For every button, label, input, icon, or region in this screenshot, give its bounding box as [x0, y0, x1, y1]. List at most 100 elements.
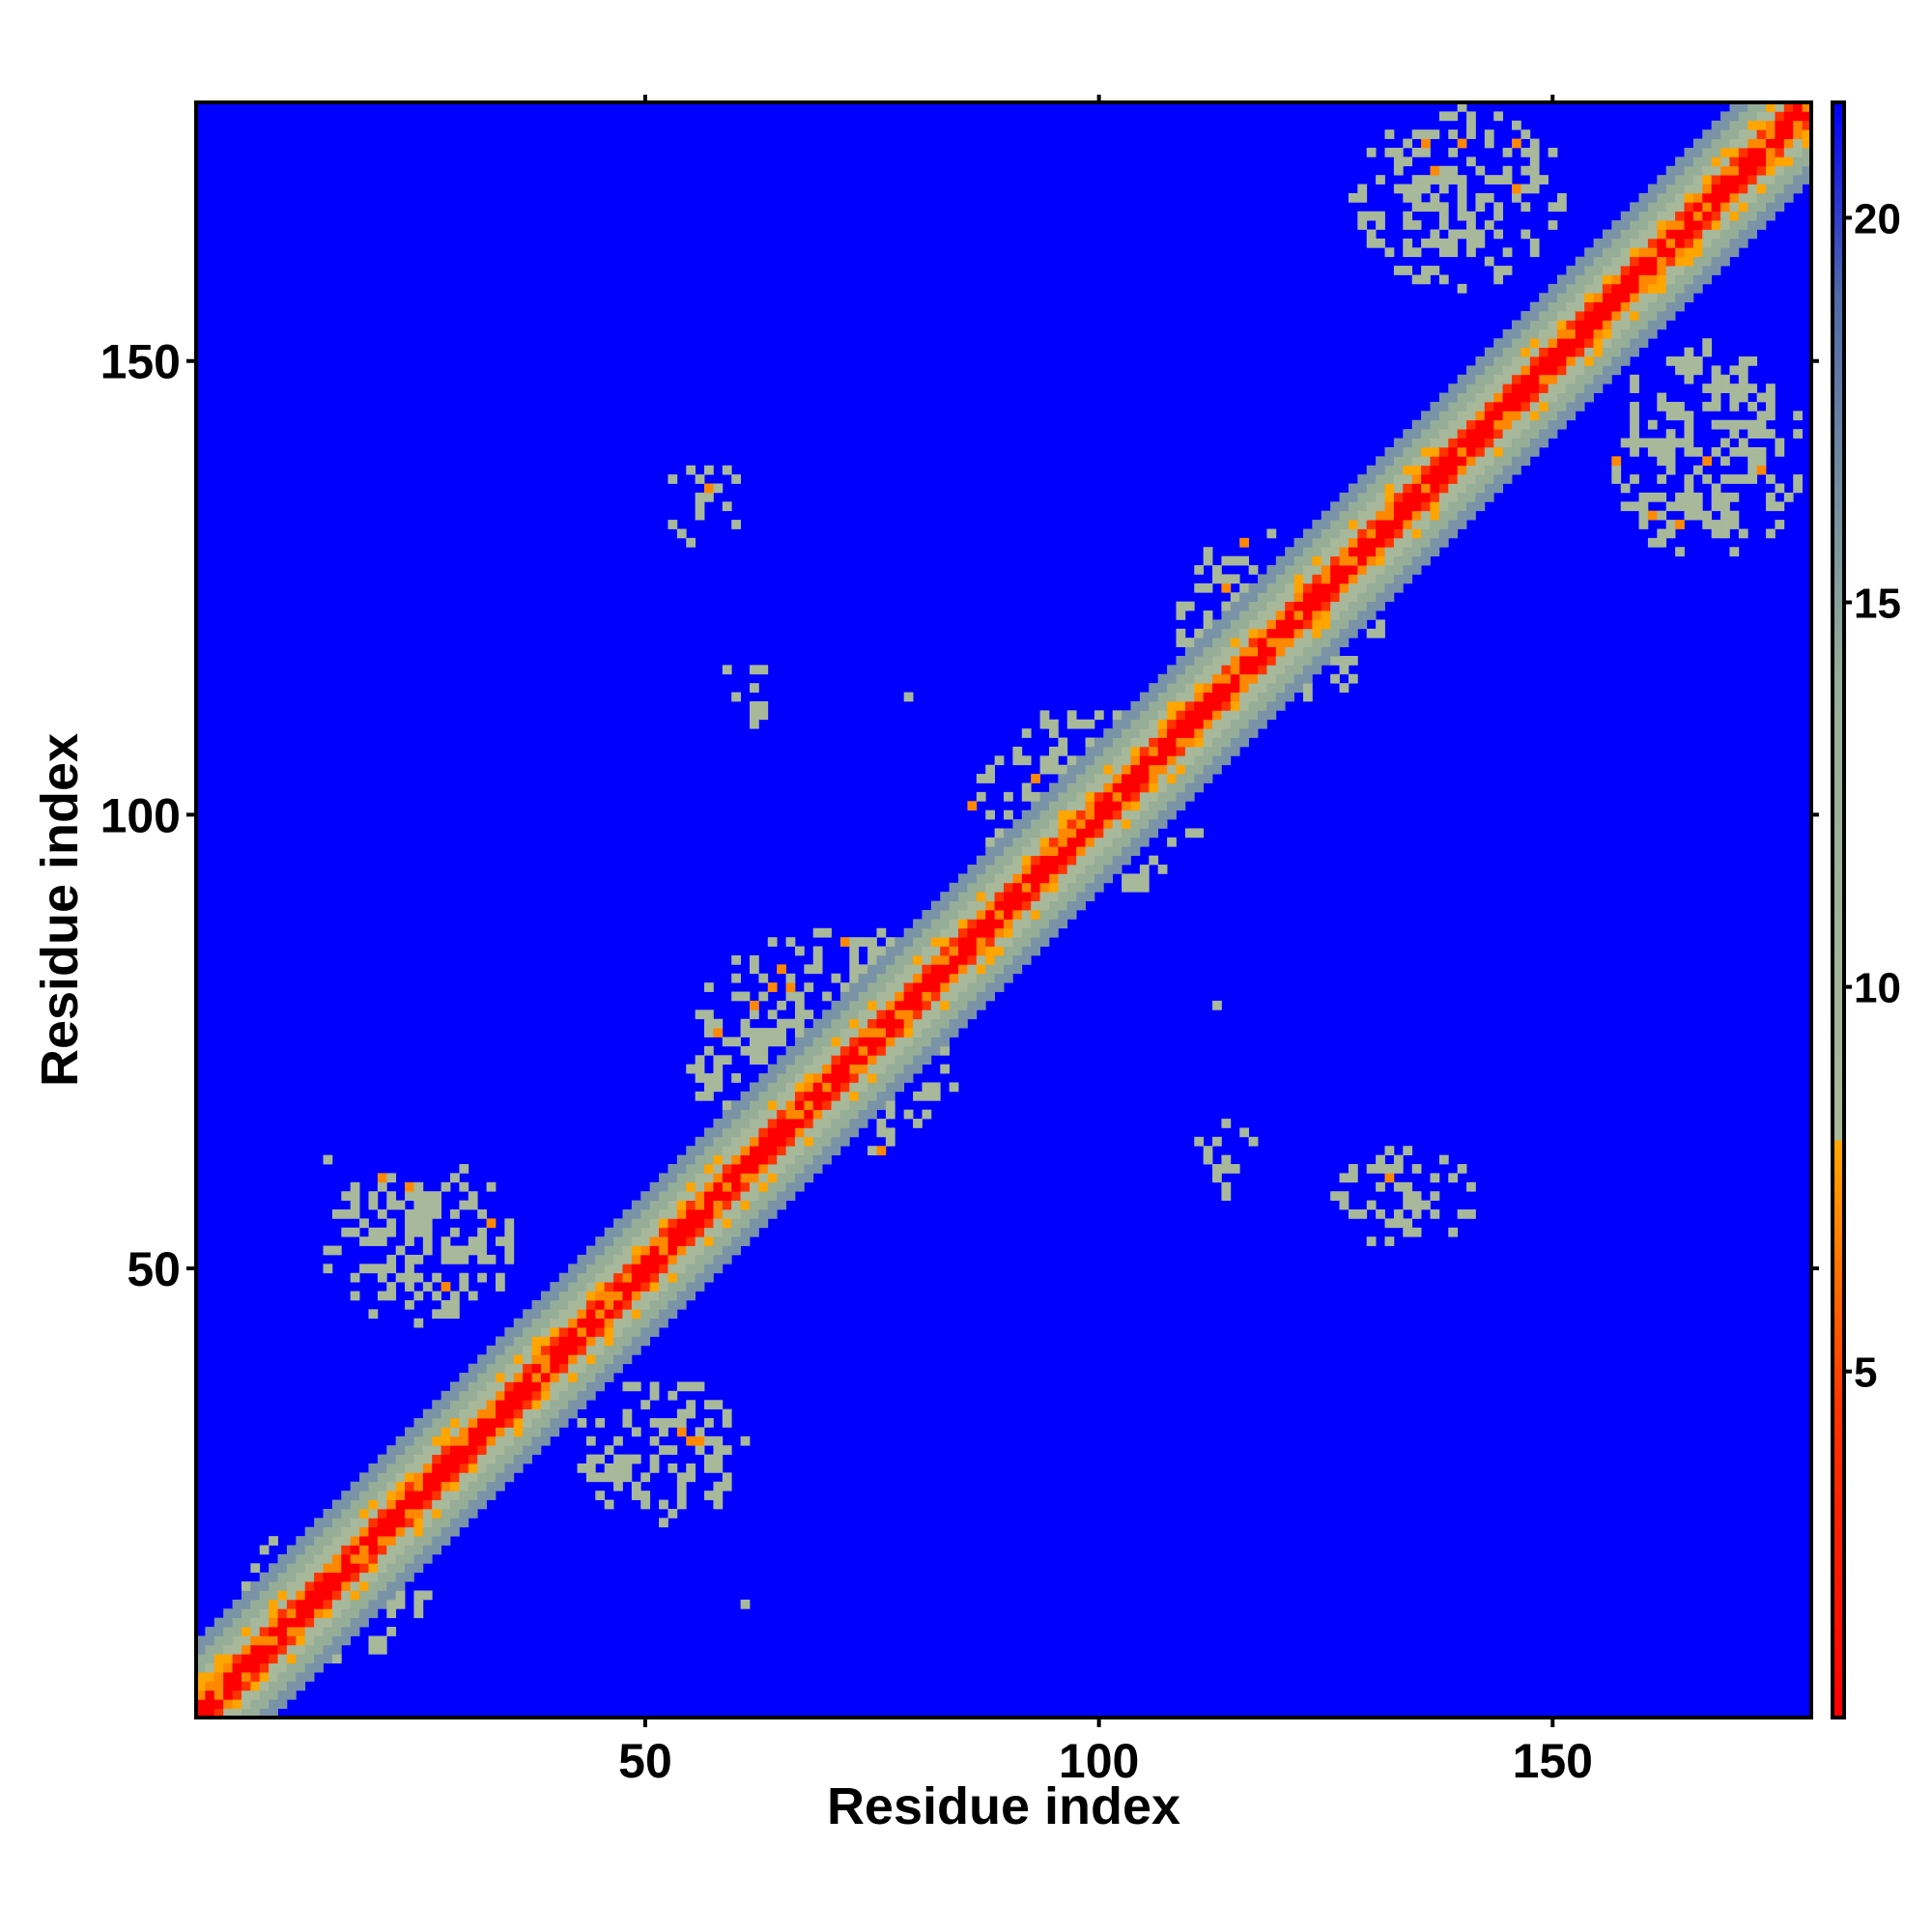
heatmap-cell [676, 1173, 687, 1183]
heatmap-cell [1766, 211, 1776, 221]
heatmap-cell [1384, 1173, 1395, 1183]
heatmap-cell [1611, 301, 1622, 312]
heatmap-cell [794, 1028, 805, 1037]
heatmap-cell [1466, 365, 1476, 376]
heatmap-cell [1194, 665, 1205, 675]
heatmap-cell [1602, 328, 1612, 339]
heatmap-cell [350, 1272, 360, 1283]
heatmap-cell [550, 1318, 560, 1328]
heatmap-cell [858, 1037, 868, 1047]
heatmap-cell [259, 1644, 270, 1655]
heatmap-cell [1248, 646, 1259, 657]
heatmap-cell [1103, 819, 1114, 829]
heatmap-cell [731, 692, 741, 702]
heatmap-cell [1285, 655, 1294, 666]
heatmap-cell [822, 1119, 832, 1128]
heatmap-cell [876, 927, 887, 938]
heatmap-cell [1756, 165, 1767, 176]
heatmap-cell [1066, 865, 1077, 874]
heatmap-cell [1203, 665, 1213, 675]
heatmap-cell [1411, 547, 1422, 557]
heatmap-cell [913, 1045, 923, 1056]
heatmap-cell [1657, 474, 1667, 484]
heatmap-cell [922, 1055, 932, 1065]
heatmap-cell [550, 1381, 560, 1392]
heatmap-cell [250, 1599, 261, 1609]
heatmap-cell [1031, 873, 1040, 884]
heatmap-cell [812, 1146, 823, 1156]
heatmap-cell [885, 1109, 895, 1120]
heatmap-cell [1738, 229, 1748, 240]
heatmap-cell [1212, 628, 1222, 639]
heatmap-cell [1031, 837, 1040, 847]
heatmap-cell [1085, 855, 1095, 866]
heatmap-cell [1094, 755, 1104, 766]
heatmap-cell [822, 1009, 832, 1020]
heatmap-cell [722, 1154, 732, 1165]
heatmap-cell [1512, 338, 1521, 349]
heatmap-cell [1384, 247, 1395, 258]
heatmap-cell [1448, 238, 1459, 248]
heatmap-cell [513, 1318, 524, 1328]
heatmap-cell [940, 1009, 951, 1020]
heatmap-cell [804, 1055, 814, 1065]
heatmap-cell [1293, 547, 1304, 557]
heatmap-cell [1393, 574, 1404, 584]
heatmap-cell [731, 1191, 741, 1201]
heatmap-cell [1529, 165, 1540, 176]
heatmap-cell [1085, 810, 1095, 820]
heatmap-cell [1330, 646, 1340, 657]
heatmap-cell [1475, 392, 1486, 403]
heatmap-cell [794, 1127, 805, 1138]
heatmap-cell [1738, 138, 1748, 149]
heatmap-cell [1802, 147, 1812, 157]
heatmap-cell [314, 1644, 324, 1655]
heatmap-cell [812, 1109, 823, 1120]
heatmap-cell [1512, 192, 1521, 203]
heatmap-cell [839, 991, 850, 1002]
heatmap-cell [1130, 819, 1141, 829]
heatmap-cell [1184, 638, 1195, 647]
heatmap-cell [368, 1590, 379, 1601]
heatmap-cell [949, 954, 959, 965]
heatmap-cell [1430, 501, 1440, 512]
heatmap-cell [1321, 638, 1331, 647]
heatmap-cell [1448, 175, 1459, 185]
heatmap-cell [1584, 328, 1594, 339]
heatmap-cell [1502, 401, 1513, 412]
heatmap-cell [386, 1536, 397, 1546]
heatmap-cell [213, 1699, 224, 1709]
heatmap-cell [495, 1445, 505, 1455]
heatmap-cell [895, 946, 905, 956]
heatmap-cell [1484, 347, 1494, 357]
heatmap-cell [1021, 927, 1032, 938]
heatmap-cell [695, 1381, 705, 1392]
heatmap-cell [277, 1590, 288, 1601]
heatmap-cell [794, 1100, 805, 1111]
heatmap-cell [903, 1037, 914, 1047]
heatmap-cell [504, 1408, 515, 1419]
heatmap-cell [676, 1254, 687, 1264]
heatmap-cell [794, 1091, 805, 1101]
heatmap-cell [331, 1499, 342, 1510]
heatmap-cell [1738, 356, 1748, 366]
heatmap-cell [1411, 438, 1422, 448]
heatmap-cell [1720, 510, 1730, 521]
heatmap-cell [558, 1327, 569, 1337]
heatmap-cell [495, 1427, 505, 1437]
heatmap-cell [1647, 247, 1658, 258]
heatmap-cell [386, 1218, 397, 1229]
heatmap-cell [1766, 411, 1776, 421]
heatmap-cell [1675, 274, 1685, 285]
heatmap-cell [359, 1491, 369, 1500]
heatmap-cell [785, 1064, 796, 1074]
heatmap-cell [368, 1545, 379, 1555]
heatmap-cell [1783, 156, 1794, 167]
heatmap-cell [1066, 855, 1077, 866]
heatmap-cell [386, 1581, 397, 1591]
heatmap-cell [1657, 202, 1667, 213]
heatmap-cell [686, 1064, 696, 1074]
plot-frame [194, 100, 1813, 1719]
heatmap-cell [613, 1236, 623, 1246]
heatmap-cell [713, 483, 724, 494]
